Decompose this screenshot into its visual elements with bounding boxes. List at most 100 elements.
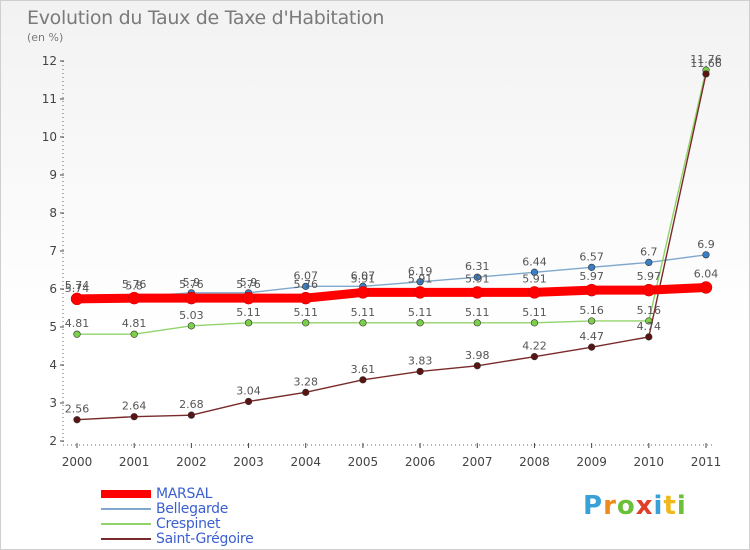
data-point-crespinet (530, 319, 539, 327)
legend-label-bellegarde: Bellegarde (156, 501, 229, 517)
y-tick-label: 2 (49, 434, 57, 448)
data-label-saint-gregoire: 3.28 (293, 375, 318, 388)
data-label-bellegarde: 6.57 (579, 250, 604, 263)
data-label-saint-gregoire: 2.56 (65, 403, 90, 416)
data-point-saint-gregoire (473, 362, 481, 370)
y-tick-label: 6 (49, 282, 57, 296)
data-point-saint-gregoire (588, 343, 596, 351)
data-point-marsal (127, 291, 141, 305)
data-point-marsal (585, 283, 598, 297)
data-point-crespinet (473, 319, 481, 327)
data-label-crespinet: 5.11 (293, 306, 318, 319)
data-point-marsal (70, 292, 84, 306)
logo-letter: r (603, 491, 617, 521)
data-point-saint-gregoire (73, 416, 81, 424)
logo-letter: P (583, 491, 604, 521)
data-point-saint-gregoire (645, 333, 653, 341)
x-tick-label: 2011 (691, 455, 722, 469)
data-label-bellegarde: 6.31 (465, 260, 490, 273)
x-tick-label: 2004 (290, 455, 321, 469)
x-tick-label: 2000 (62, 455, 93, 469)
data-label-marsal: 5.91 (465, 272, 490, 285)
y-tick-label: 12 (42, 54, 57, 68)
logo-letter: o (616, 491, 636, 521)
data-label-bellegarde: 6.44 (522, 255, 547, 268)
data-label-bellegarde: 5.9 (240, 276, 258, 289)
data-label-marsal: 5.91 (351, 272, 376, 285)
data-label-crespinet: 5.03 (179, 309, 204, 322)
x-tick-label: 2008 (519, 455, 550, 469)
data-point-saint-gregoire (187, 411, 195, 419)
data-point-crespinet (588, 317, 596, 325)
data-label-bellegarde: 6.07 (351, 269, 376, 282)
chart-title: Evolution du Taux de Taxe d'Habitation (27, 7, 385, 29)
series-line-crespinet (76, 69, 707, 335)
data-label-marsal: 6.04 (694, 267, 719, 280)
data-label-crespinet: 5.16 (637, 304, 662, 317)
data-point-crespinet (130, 330, 138, 338)
axes: 2 3 4 5 6 7 8 9 10 11 12 2000 2001 2002 2003 2004 2005 20… (42, 54, 722, 469)
data-label-crespinet: 5.11 (408, 306, 433, 319)
data-point-crespinet (302, 319, 310, 327)
data-point-saint-gregoire (702, 70, 710, 78)
x-tick-label: 2003 (233, 455, 264, 469)
legend-swatch-bellegarde (101, 508, 151, 510)
data-point-marsal (413, 286, 427, 299)
data-point-bellegarde (702, 251, 710, 259)
x-tick-label: 2002 (176, 455, 207, 469)
data-label-marsal: 5.76 (122, 278, 147, 291)
data-point-marsal (299, 291, 312, 305)
data-label-marsal: 5.97 (579, 270, 604, 283)
data-label-saint-gregoire: 2.64 (122, 400, 147, 413)
data-label-saint-gregoire: 11.66 (690, 57, 722, 70)
data-label-crespinet: 5.11 (236, 306, 261, 319)
y-tick-label: 8 (49, 206, 57, 220)
data-point-marsal (242, 291, 255, 305)
data-point-saint-gregoire (130, 413, 138, 421)
y-tick-label: 4 (49, 358, 57, 372)
legend-label-saint-gregoire: Saint-Grégoire (156, 531, 254, 547)
data-label-crespinet: 4.81 (122, 317, 147, 330)
data-point-crespinet (359, 319, 367, 327)
x-tick-label: 2010 (634, 455, 665, 469)
data-label-marsal: 5.76 (179, 278, 204, 291)
data-point-saint-gregoire (302, 388, 310, 396)
legend-label-crespinet: Crespinet (156, 516, 221, 532)
x-tick-label: 2001 (119, 455, 150, 469)
y-tick-label: 3 (49, 396, 57, 410)
y-tick-label: 5 (49, 320, 57, 334)
data-point-crespinet (416, 319, 424, 327)
data-label-marsal: 5.91 (408, 272, 433, 285)
data-label-crespinet: 5.11 (351, 306, 376, 319)
data-point-saint-gregoire (416, 367, 424, 376)
data-point-bellegarde (588, 263, 596, 271)
data-point-saint-gregoire (530, 353, 539, 361)
data-label-saint-gregoire: 4.22 (522, 340, 547, 353)
data-point-crespinet (187, 322, 195, 330)
data-point-marsal (528, 286, 541, 299)
data-label-saint-gregoire: 3.98 (465, 349, 490, 362)
data-label-crespinet: 4.81 (65, 317, 90, 330)
data-label-saint-gregoire: 3.04 (236, 384, 261, 397)
series-line-saint-gregoire (76, 73, 707, 421)
data-label-saint-gregoire: 4.74 (637, 320, 662, 333)
legend-swatch-crespinet (101, 523, 151, 525)
data-point-marsal (699, 281, 713, 294)
data-label-bellegarde: 6.07 (293, 269, 318, 282)
data-point-marsal (642, 283, 656, 297)
data-point-bellegarde (416, 278, 424, 286)
data-label-saint-gregoire: 3.61 (351, 363, 376, 376)
series-line-marsal (72, 282, 711, 304)
y-tick-label: 7 (49, 244, 57, 258)
data-labels-layer: 5.74 5.8 5.9 5.9 6.07 6.07 6.19 6.31 6.44 6.57 6.7… (65, 53, 722, 416)
data-point-marsal (471, 286, 484, 299)
data-point-saint-gregoire (244, 397, 253, 406)
series-layer (70, 66, 713, 424)
data-label-saint-gregoire: 4.47 (579, 330, 604, 343)
logo-letter: i (653, 491, 664, 521)
legend-swatch-marsal (101, 490, 151, 498)
logo-letter: x (635, 491, 654, 521)
data-point-bellegarde (645, 258, 653, 267)
